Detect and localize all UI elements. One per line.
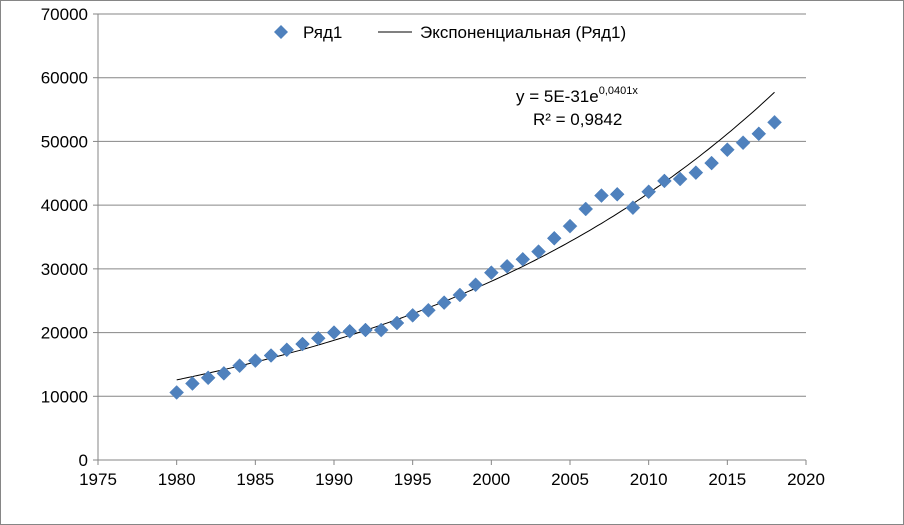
x-tick-label-2005: 2005 (551, 470, 589, 489)
y-tick-label-50000: 50000 (41, 132, 88, 151)
data-point-1997 (436, 295, 452, 310)
legend-trendline-label: Экспоненциальная (Ряд1) (420, 23, 626, 42)
data-point-1993 (373, 322, 389, 338)
data-point-1995 (405, 308, 421, 323)
data-point-1981 (185, 376, 200, 391)
data-point-2016 (735, 135, 751, 151)
data-point-2010 (641, 184, 657, 200)
data-point-1983 (216, 365, 232, 381)
x-tick-label-1985: 1985 (236, 470, 274, 489)
data-point-1982 (200, 370, 216, 386)
data-point-2008 (609, 186, 625, 202)
x-tick-label-2015: 2015 (708, 470, 746, 489)
data-point-2007 (594, 188, 609, 203)
trendline-layer (176, 91, 775, 381)
data-point-2001 (499, 258, 515, 274)
data-point-2015 (719, 142, 735, 158)
trendline-curve (176, 91, 775, 381)
data-point-1999 (468, 277, 483, 293)
legend-series-label: Ряд1 (303, 23, 342, 42)
y-tick-labels: 0 10000 20000 30000 40000 50000 60000 70000 (41, 5, 88, 470)
data-point-2014 (704, 155, 719, 171)
data-point-1987 (279, 342, 295, 358)
grid-lines (98, 13, 806, 397)
data-point-2018 (767, 114, 782, 130)
x-tick-label-1980: 1980 (158, 470, 196, 489)
y-tick-label-70000: 70000 (41, 5, 88, 24)
x-tick-label-2010: 2010 (630, 470, 668, 489)
y-tick-label-60000: 60000 (41, 69, 88, 88)
data-point-2009 (625, 200, 641, 216)
data-point-2002 (515, 251, 531, 267)
data-point-2017 (751, 126, 767, 142)
data-point-1992 (358, 322, 373, 338)
legend-marker-diamond (274, 25, 288, 39)
x-tick-label-2000: 2000 (472, 470, 510, 489)
y-tick-label-0: 0 (79, 451, 88, 470)
data-point-1980 (169, 385, 185, 400)
r-squared-text: R² = 0,9842 (533, 110, 622, 129)
data-point-2011 (657, 173, 672, 189)
data-point-1996 (421, 302, 436, 318)
data-point-2013 (688, 165, 704, 181)
data-point-1991 (342, 323, 358, 339)
data-point-2005 (562, 218, 578, 234)
data-point-2000 (483, 265, 499, 281)
data-point-1998 (452, 287, 468, 303)
x-tick-label-1990: 1990 (315, 470, 353, 489)
x-tick-label-2020: 2020 (787, 470, 825, 489)
y-tick-label-30000: 30000 (41, 260, 88, 279)
data-point-2012 (672, 171, 688, 187)
x-tick-label-1975: 1975 (79, 470, 117, 489)
data-point-1989 (310, 330, 326, 346)
y-tick-label-20000: 20000 (41, 324, 88, 343)
x-tick-labels: 1975 1980 1985 1990 1995 2000 2005 2010 2015 2020 (79, 470, 825, 489)
data-point-2003 (531, 244, 546, 260)
data-point-1990 (326, 325, 342, 340)
equation-exponent: 0,0401x (599, 85, 639, 97)
equation-prefix: y = 5E-31e (516, 87, 599, 106)
data-point-2004 (546, 230, 562, 246)
y-tick-label-40000: 40000 (41, 196, 88, 215)
data-point-1986 (263, 348, 279, 363)
data-point-1988 (295, 336, 310, 352)
legend: Ряд1 Экспоненциальная (Ряд1) (274, 23, 626, 42)
x-tick-label-1995: 1995 (394, 470, 432, 489)
axes (93, 13, 807, 465)
data-point-1994 (389, 315, 405, 331)
equation-text: y = 5E-31e0,0401x (516, 85, 638, 106)
data-point-1985 (247, 353, 263, 368)
trendline-equation: y = 5E-31e0,0401x R² = 0,9842 (516, 85, 638, 129)
y-tick-label-10000: 10000 (41, 387, 88, 406)
data-points (169, 114, 782, 400)
data-point-2006 (578, 201, 594, 217)
data-point-1984 (232, 358, 247, 374)
